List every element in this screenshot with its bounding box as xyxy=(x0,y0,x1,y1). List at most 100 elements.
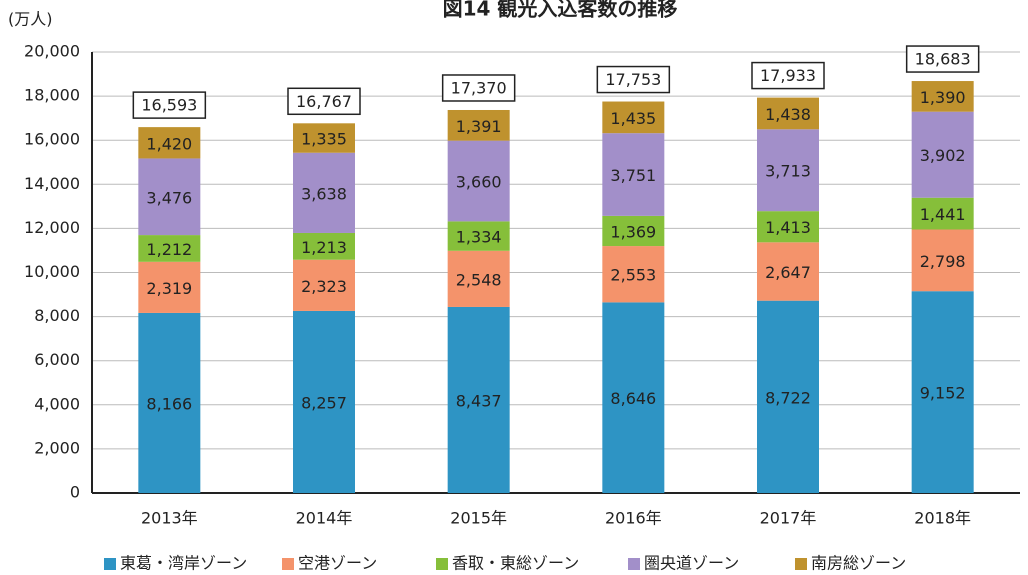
x-tick-label: 2013年 xyxy=(141,509,198,528)
data-label: 1,413 xyxy=(765,218,811,237)
legend-swatch xyxy=(104,558,116,570)
y-tick-label: 18,000 xyxy=(24,86,80,105)
data-label: 9,152 xyxy=(920,384,966,403)
total-label: 17,370 xyxy=(451,78,507,97)
y-tick-label: 20,000 xyxy=(24,42,80,61)
data-label: 2,319 xyxy=(146,279,192,298)
bar-segment xyxy=(757,211,819,243)
data-label: 1,390 xyxy=(920,88,966,107)
x-tick-label: 2016年 xyxy=(605,509,662,528)
x-tick-label: 2018年 xyxy=(914,509,971,528)
bar-segment xyxy=(911,81,974,112)
y-unit: (万人) xyxy=(8,10,53,29)
legend-label: 香取・東総ゾーン xyxy=(452,554,579,573)
data-label: 1,213 xyxy=(301,238,347,257)
y-tick-label: 4,000 xyxy=(34,394,80,413)
data-label: 3,638 xyxy=(301,184,347,203)
bar-segment xyxy=(138,127,201,159)
total-label: 18,683 xyxy=(915,50,971,69)
total-box xyxy=(751,61,825,90)
total-label: 16,767 xyxy=(296,92,352,111)
bar-segment xyxy=(911,111,974,198)
legend-swatch xyxy=(436,558,448,570)
legend-swatch xyxy=(628,558,640,570)
bar-segment xyxy=(293,310,355,493)
data-label: 1,420 xyxy=(146,134,192,153)
total-box xyxy=(441,74,516,102)
bar-segment xyxy=(138,235,201,262)
bar-segment xyxy=(447,250,510,307)
bar-segment xyxy=(911,291,974,493)
bar-segment xyxy=(757,97,819,130)
bar-segment xyxy=(447,221,510,251)
bar-segment xyxy=(447,109,510,141)
y-tick-label: 6,000 xyxy=(34,350,80,369)
bar-segment xyxy=(757,129,819,212)
y-tick-label: 12,000 xyxy=(24,218,80,237)
bar-segment xyxy=(138,312,201,493)
data-label: 2,647 xyxy=(765,263,811,282)
data-label: 1,334 xyxy=(456,228,502,247)
bar-segment xyxy=(602,302,665,493)
data-label: 3,713 xyxy=(765,162,811,181)
data-label: 1,369 xyxy=(610,222,656,241)
data-label: 1,212 xyxy=(146,240,192,259)
bar-segment xyxy=(447,306,510,493)
bar-segment xyxy=(138,261,201,313)
data-label: 8,166 xyxy=(146,394,192,413)
bar-segment xyxy=(447,140,510,222)
total-box xyxy=(132,91,207,119)
chart-title: 図14 観光入込客数の推移 xyxy=(443,0,678,21)
total-label: 17,753 xyxy=(605,70,661,89)
y-tick-label: 16,000 xyxy=(24,130,80,149)
y-tick-label: 10,000 xyxy=(24,262,80,281)
legend-label: 空港ゾーン xyxy=(298,554,377,573)
x-tick-label: 2017年 xyxy=(760,509,817,528)
total-label: 17,933 xyxy=(760,66,816,85)
data-label: 2,548 xyxy=(456,270,502,289)
legend-label: 圏央道ゾーン xyxy=(644,554,739,573)
data-label: 1,391 xyxy=(456,117,502,136)
data-label: 8,257 xyxy=(301,393,347,412)
data-label: 1,335 xyxy=(301,130,347,149)
legend-swatch xyxy=(795,558,807,570)
data-label: 3,660 xyxy=(456,173,502,192)
x-tick-label: 2015年 xyxy=(450,509,507,528)
bar-segment xyxy=(602,133,665,216)
data-label: 1,441 xyxy=(920,205,966,224)
bar-segment xyxy=(293,152,355,233)
total-box xyxy=(905,45,980,73)
bar-segment xyxy=(293,232,355,260)
bar-segment xyxy=(293,123,355,153)
bar-segment xyxy=(602,101,665,134)
y-tick-label: 14,000 xyxy=(24,174,80,193)
legend-label: 東葛・湾岸ゾーン xyxy=(120,554,247,573)
data-label: 2,323 xyxy=(301,277,347,296)
data-label: 1,435 xyxy=(610,109,656,128)
data-label: 1,438 xyxy=(765,105,811,124)
data-label: 2,798 xyxy=(920,252,966,271)
y-tick-label: 2,000 xyxy=(34,438,80,457)
bar-segment xyxy=(757,242,819,301)
y-tick-label: 8,000 xyxy=(34,306,80,325)
total-label: 16,593 xyxy=(141,96,197,115)
bar-segment xyxy=(757,300,819,493)
bar-segment xyxy=(911,229,974,292)
total-box xyxy=(596,65,671,94)
data-label: 8,437 xyxy=(456,391,502,410)
data-label: 3,476 xyxy=(146,188,192,207)
data-label: 8,646 xyxy=(610,389,656,408)
data-label: 8,722 xyxy=(765,388,811,407)
bar-segment xyxy=(138,158,201,236)
data-label: 3,751 xyxy=(610,166,656,185)
legend-swatch xyxy=(282,558,294,570)
bar-segment xyxy=(602,215,665,247)
y-tick-label: 0 xyxy=(70,483,80,502)
data-label: 2,553 xyxy=(610,266,656,285)
data-label: 3,902 xyxy=(920,146,966,165)
x-tick-label: 2014年 xyxy=(296,509,353,528)
bar-segment xyxy=(293,259,355,311)
total-box xyxy=(287,87,361,116)
